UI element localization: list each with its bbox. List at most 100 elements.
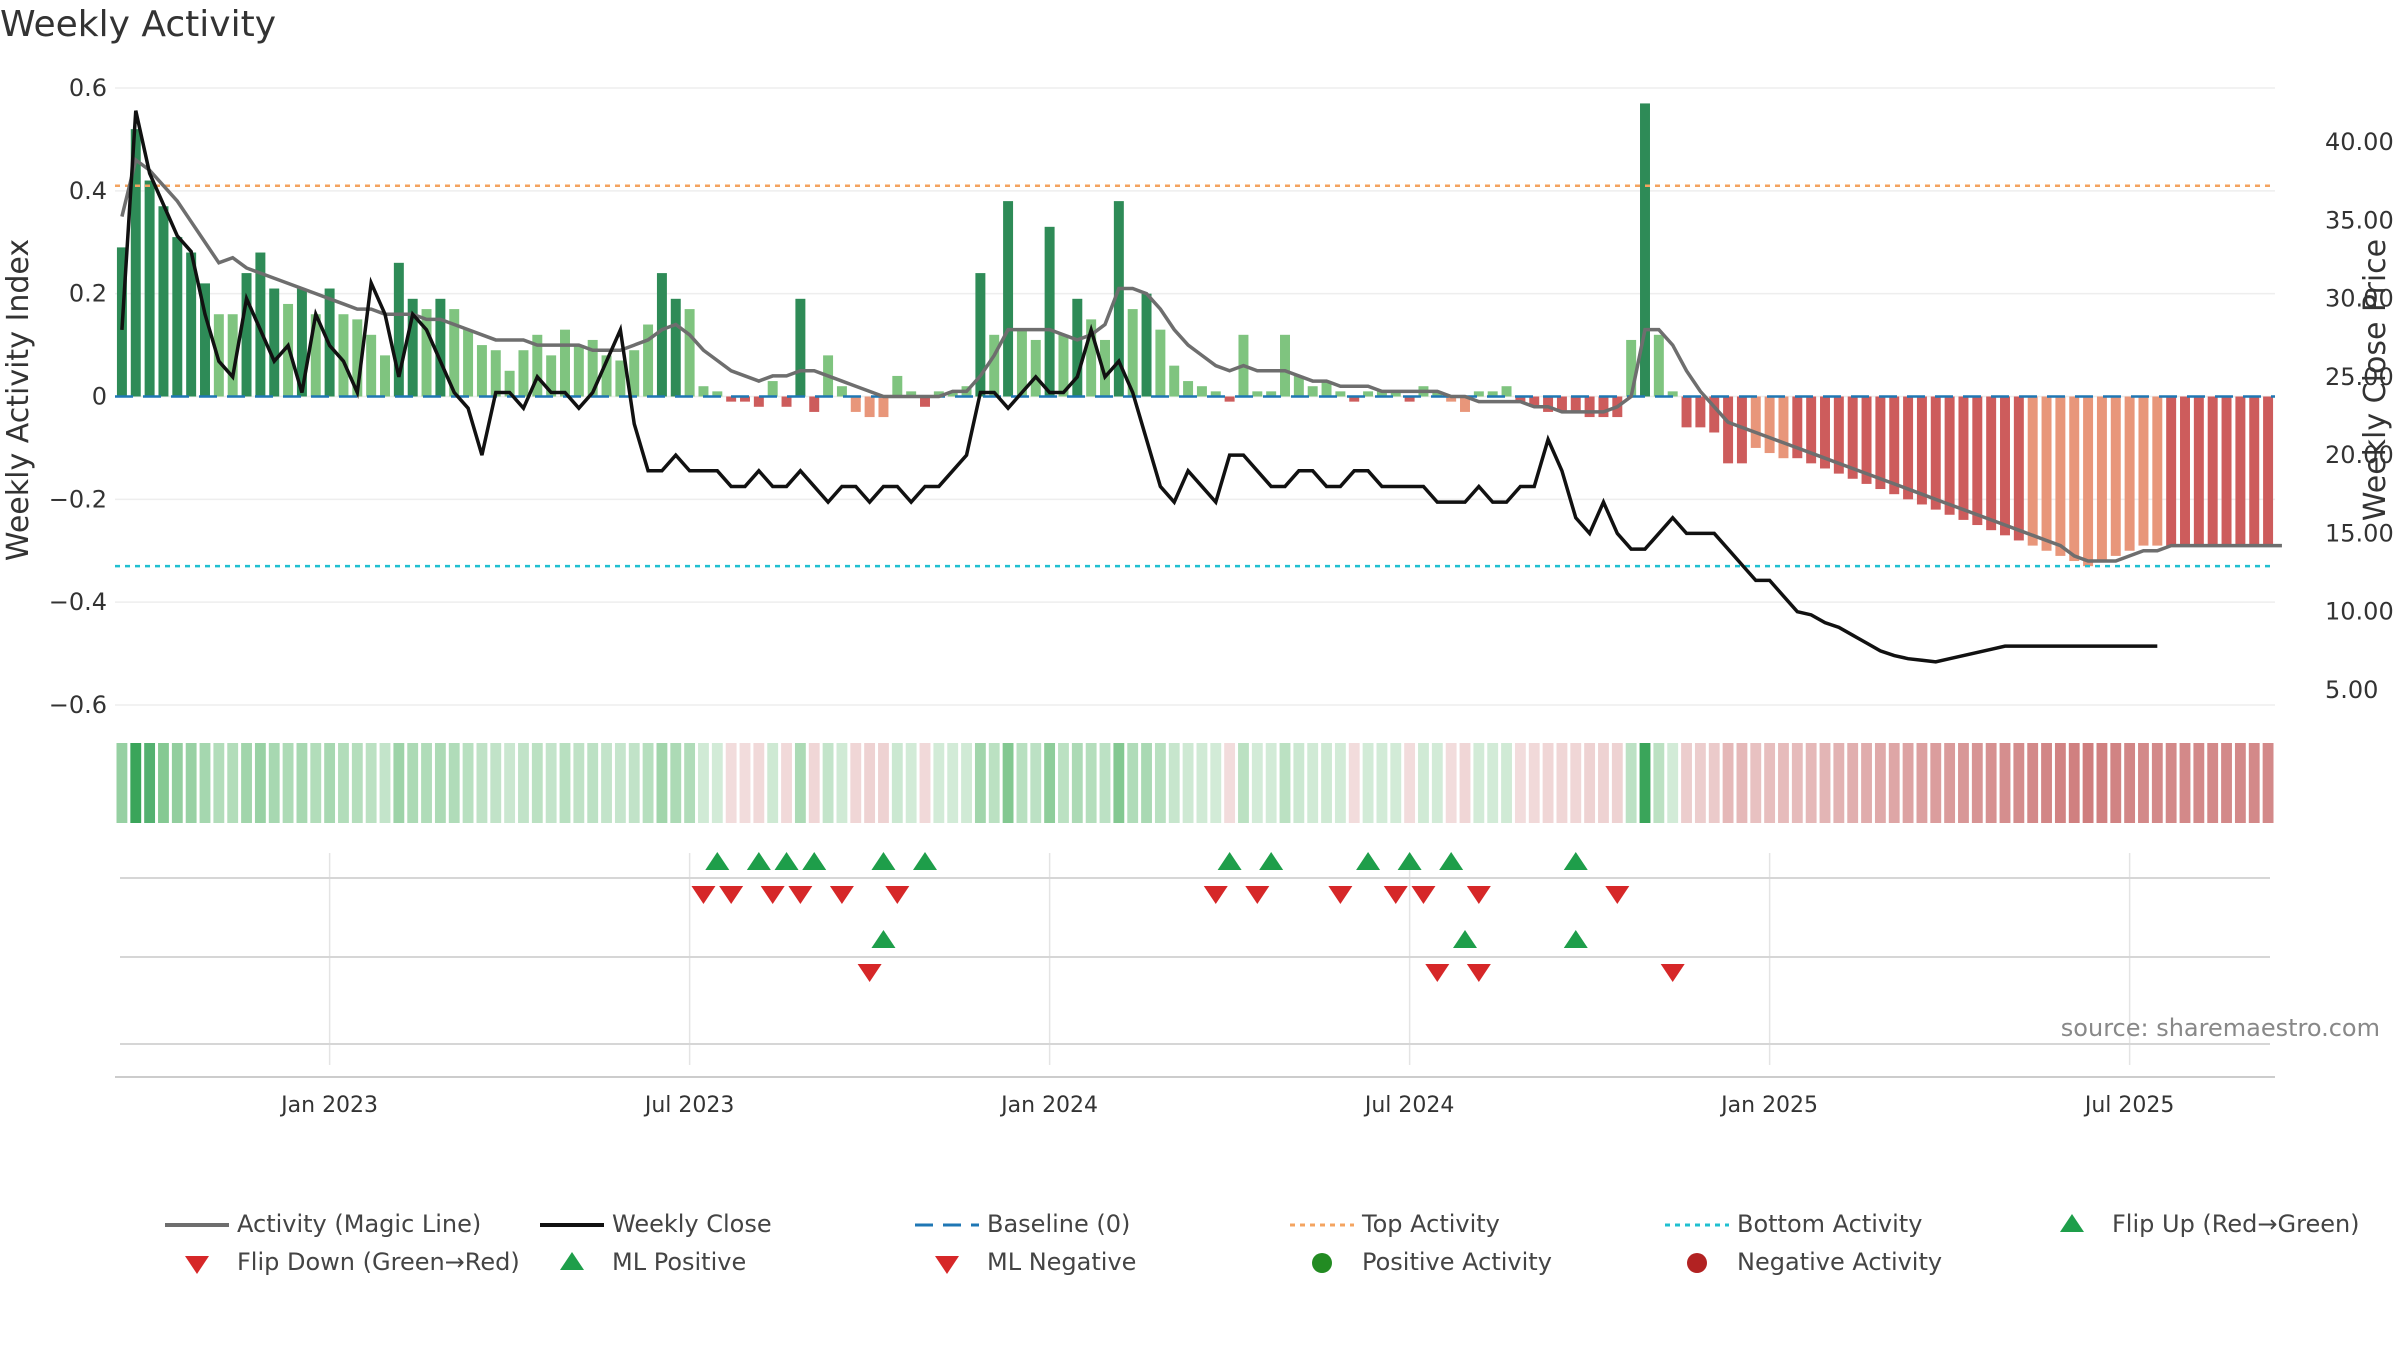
chart-title: Weekly Activity <box>0 4 277 45</box>
legend-item-ml-negative: ML Negative <box>935 1248 1137 1276</box>
activity-bar <box>2110 396 2121 556</box>
activity-bar <box>241 273 252 397</box>
activity-bar <box>1916 396 1927 505</box>
heat-strip-cell <box>573 743 585 823</box>
heat-strip-cell <box>1445 743 1457 823</box>
activity-bar <box>1584 396 1595 418</box>
heat-strip-cell <box>254 743 266 823</box>
heat-strip-cell <box>808 743 820 823</box>
activity-bar <box>809 396 820 412</box>
activity-bar <box>1252 391 1263 397</box>
ml-negative-marker <box>1425 964 1450 982</box>
activity-bar <box>1210 391 1221 397</box>
heat-strip-cell <box>1321 743 1332 823</box>
activity-bar <box>1958 396 1969 520</box>
heat-strip-cell <box>1362 743 1374 823</box>
heat-strip-cell <box>1902 743 1914 823</box>
heat-strip-cell <box>1487 743 1499 823</box>
activity-bar <box>1944 396 1955 515</box>
heat-strip-cell <box>2165 743 2177 823</box>
heat-strip-cell <box>656 743 668 823</box>
activity-bar <box>892 375 903 397</box>
legend-item-positive-activity: Positive Activity <box>1312 1248 1552 1276</box>
activity-bar <box>587 339 598 397</box>
activity-bar <box>435 298 446 397</box>
heat-strip-cell <box>185 743 197 823</box>
heat-strip-cell <box>601 743 612 823</box>
heat-strip-cell <box>1778 743 1789 823</box>
activity-bar <box>463 329 474 397</box>
heat-strip-cell <box>407 743 419 823</box>
activity-bar <box>712 391 723 397</box>
heat-strip-cell <box>1819 743 1831 823</box>
magic-line-series <box>120 157 2282 563</box>
heat-strip-cell <box>116 743 128 823</box>
heat-strip-cell <box>1861 743 1872 823</box>
flip-down-marker <box>885 886 910 904</box>
x-tick-label: Jul 2023 <box>643 1093 735 1118</box>
y-tick-label: −0.4 <box>49 588 107 616</box>
heat-strip-cell <box>1999 743 2011 823</box>
flip-down-marker <box>719 886 744 904</box>
heat-strip-cell <box>1708 743 1720 823</box>
heat-strip-cell <box>1694 743 1706 823</box>
flip-up-marker <box>913 852 937 870</box>
heat-strip-cell <box>1916 743 1928 823</box>
heat-strip-cell <box>905 743 917 823</box>
activity-bar <box>989 334 1000 397</box>
heat-strip-cell <box>1348 743 1360 823</box>
heat-strip-cell <box>891 743 903 823</box>
activity-bar <box>2235 396 2246 546</box>
activity-bar <box>2000 396 2010 536</box>
activity-bar <box>1598 396 1609 418</box>
heat-strip-cell <box>878 743 889 823</box>
legend-label: ML Negative <box>987 1248 1137 1276</box>
heat-strip-cell <box>2068 743 2080 823</box>
activity-bar <box>1058 334 1069 397</box>
activity-bar <box>1335 391 1346 397</box>
activity-bar <box>947 391 958 397</box>
heat-strip-cell <box>1791 743 1803 823</box>
activity-bar <box>1266 391 1277 397</box>
activity-bar <box>200 283 210 397</box>
activity-bar <box>975 273 986 397</box>
activity-bar <box>684 309 695 397</box>
y2-tick-label: 20.00 <box>2325 441 2394 469</box>
heat-strip-cell <box>559 743 571 823</box>
y2-tick-label: 10.00 <box>2325 598 2394 626</box>
heat-strip-cell <box>338 743 349 823</box>
flip-up-marker <box>1217 852 1242 870</box>
activity-bar <box>1667 391 1678 397</box>
heat-strip-cell <box>144 743 156 823</box>
legend-item-flip-down: Flip Down (Green→Red) <box>185 1248 520 1276</box>
activity-bar <box>2263 396 2274 546</box>
heat-strip-cell <box>2013 743 2025 823</box>
legend-item-ml-positive: ML Positive <box>560 1248 746 1276</box>
activity-bar <box>2069 396 2080 562</box>
y-tick-label: 0 <box>92 383 107 411</box>
activity-bar <box>1778 396 1789 459</box>
activity-bar <box>878 396 889 418</box>
heat-strip-cell <box>1113 743 1125 823</box>
heat-strip-cell <box>1750 743 1762 823</box>
activity-bar <box>836 386 847 397</box>
heat-strip-cell <box>1099 743 1111 823</box>
flip-up-marker <box>802 852 827 870</box>
heat-strip-cell <box>1833 743 1845 823</box>
activity-bar <box>1515 396 1526 402</box>
ml-negative-marker <box>1466 964 1491 982</box>
heat-strip-cell <box>1944 743 1956 823</box>
heat-strip-cell <box>1874 743 1886 823</box>
activity-bar <box>1349 396 1360 402</box>
heat-strip-cell <box>365 743 377 823</box>
heat-strip-cell <box>1058 743 1069 823</box>
y2-tick-label: 5.00 <box>2325 676 2378 704</box>
heat-strip-cell <box>393 743 405 823</box>
activity-bar <box>1030 339 1041 397</box>
heat-strip-cell <box>2054 743 2066 823</box>
heat-strip-cell <box>1071 743 1083 823</box>
heat-strip-cell <box>684 743 696 823</box>
heat-strip-cell <box>2262 743 2274 823</box>
activity-bar <box>1003 201 1014 397</box>
heat-strip-cell <box>670 743 682 823</box>
